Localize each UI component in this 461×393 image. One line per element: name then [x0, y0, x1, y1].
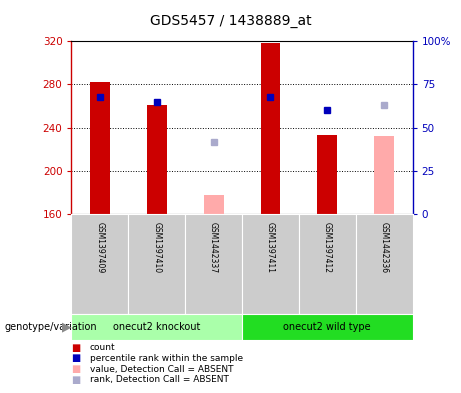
- Text: GSM1397410: GSM1397410: [152, 222, 161, 273]
- Text: ■: ■: [71, 353, 81, 364]
- Text: onecut2 knockout: onecut2 knockout: [113, 322, 201, 332]
- Text: GSM1442336: GSM1442336: [380, 222, 389, 273]
- Bar: [147, 105, 167, 214]
- Text: percentile rank within the sample: percentile rank within the sample: [90, 354, 243, 363]
- Text: GSM1397409: GSM1397409: [95, 222, 104, 274]
- Bar: [260, 43, 280, 214]
- Text: GSM1442337: GSM1442337: [209, 222, 218, 273]
- Text: GDS5457 / 1438889_at: GDS5457 / 1438889_at: [150, 14, 311, 28]
- Text: count: count: [90, 343, 116, 352]
- Text: genotype/variation: genotype/variation: [5, 322, 97, 332]
- Text: GSM1397412: GSM1397412: [323, 222, 332, 273]
- Text: rank, Detection Call = ABSENT: rank, Detection Call = ABSENT: [90, 375, 229, 384]
- Text: ■: ■: [71, 343, 81, 353]
- Text: value, Detection Call = ABSENT: value, Detection Call = ABSENT: [90, 365, 233, 373]
- Bar: [90, 82, 110, 214]
- Text: ■: ■: [71, 375, 81, 385]
- Bar: [204, 195, 224, 214]
- Bar: [374, 136, 394, 214]
- Text: ▶: ▶: [62, 321, 71, 334]
- Text: GSM1397411: GSM1397411: [266, 222, 275, 273]
- Bar: [317, 135, 337, 214]
- Text: ■: ■: [71, 364, 81, 374]
- Text: onecut2 wild type: onecut2 wild type: [284, 322, 371, 332]
